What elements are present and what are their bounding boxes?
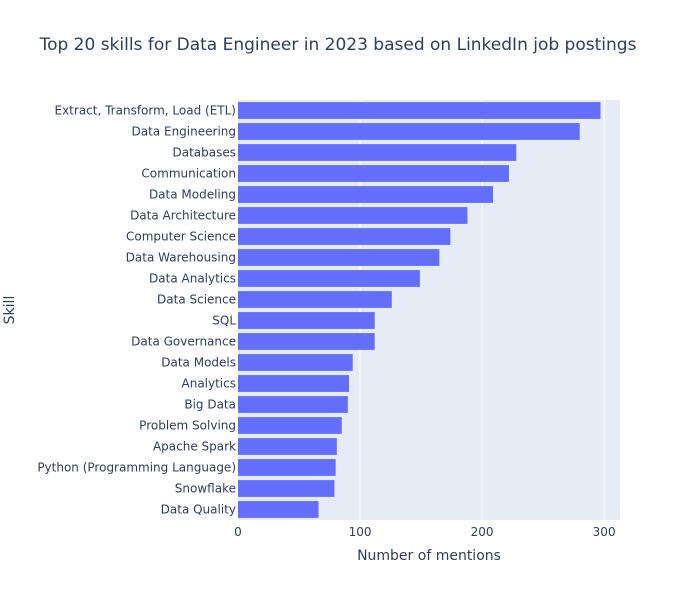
bar[interactable] (238, 207, 468, 224)
y-tick-label: Data Analytics (149, 272, 236, 286)
y-tick-label: Python (Programming Language) (37, 461, 236, 475)
y-tick-label: Snowflake (175, 482, 236, 496)
y-tick-label: Databases (172, 146, 236, 160)
bar[interactable] (238, 459, 336, 476)
chart-title: Top 20 skills for Data Engineer in 2023 … (39, 35, 637, 55)
bar[interactable] (238, 501, 319, 518)
bars (238, 102, 601, 518)
y-tick-label: Apache Spark (153, 440, 236, 454)
bar[interactable] (238, 249, 440, 266)
bar[interactable] (238, 165, 509, 182)
y-tick-label: Computer Science (126, 230, 236, 244)
y-tick-label: Data Governance (131, 335, 236, 349)
bar[interactable] (238, 102, 601, 119)
y-tick-label: Communication (141, 167, 236, 181)
y-tick-label: Data Modeling (149, 188, 236, 202)
bar[interactable] (238, 438, 337, 455)
bar[interactable] (238, 312, 375, 329)
y-tick-label: Data Science (157, 293, 236, 307)
bar[interactable] (238, 228, 451, 245)
x-tick-label: 100 (349, 525, 372, 539)
y-tick-label: Data Models (161, 356, 236, 370)
bar[interactable] (238, 270, 420, 287)
y-tick-label: Data Warehousing (126, 251, 236, 265)
bar[interactable] (238, 396, 348, 413)
x-tick-labels: 0 100 200 300 (234, 525, 615, 539)
y-tick-label: Analytics (182, 377, 237, 391)
bar[interactable] (238, 480, 335, 497)
x-axis-title: Number of mentions (357, 548, 501, 564)
bar[interactable] (238, 354, 353, 371)
y-tick-label: Data Quality (161, 503, 236, 517)
y-tick-label: Big Data (184, 398, 236, 412)
y-tick-label: Data Engineering (132, 125, 236, 139)
y-tick-label: Extract, Transform, Load (ETL) (55, 104, 237, 118)
bar[interactable] (238, 144, 517, 161)
bar[interactable] (238, 291, 392, 308)
y-tick-label: Data Architecture (130, 209, 236, 223)
bar[interactable] (238, 375, 350, 392)
x-tick-label: 0 (234, 525, 242, 539)
bar[interactable] (238, 417, 342, 434)
y-tick-labels: Extract, Transform, Load (ETL) Data Engin… (37, 104, 236, 517)
bar[interactable] (238, 333, 375, 350)
bar[interactable] (238, 123, 580, 140)
bar[interactable] (238, 186, 494, 203)
y-axis-title: Skill (2, 296, 18, 325)
x-tick-label: 300 (593, 525, 616, 539)
x-tick-label: 200 (471, 525, 494, 539)
plot-area-background (238, 100, 620, 520)
y-tick-label: Problem Solving (139, 419, 236, 433)
y-tick-label: SQL (212, 314, 236, 328)
